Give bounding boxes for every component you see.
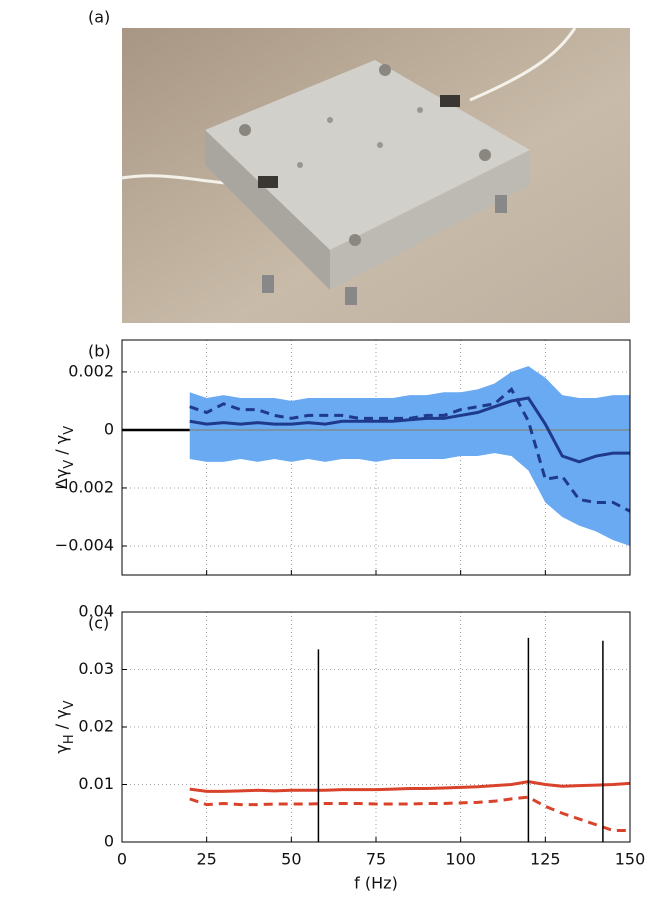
y-tick-label: 0.01 xyxy=(78,774,114,793)
y-axis-label: γH / γV xyxy=(52,700,78,753)
x-tick-label: 125 xyxy=(530,850,561,869)
x-tick-label: 25 xyxy=(196,850,216,869)
y-axis-label: ΔγV / γV xyxy=(52,426,78,489)
y-tick-label: 0 xyxy=(104,419,114,438)
photo xyxy=(121,27,630,323)
plot-frame xyxy=(121,339,631,576)
x-tick-label: 75 xyxy=(366,850,386,869)
y-axis-label-part: H xyxy=(62,734,77,744)
x-tick-label: 50 xyxy=(281,850,301,869)
plot-content xyxy=(189,637,630,842)
y-tick-label: −0.002 xyxy=(55,477,114,496)
y-tick-label: −0.004 xyxy=(55,535,114,554)
y-axis-label-part: V xyxy=(62,460,77,469)
y-axis-label-part: / γ xyxy=(52,709,71,734)
plot-frame xyxy=(121,611,631,843)
panel-label: (a) xyxy=(88,8,110,27)
y-axis-label-part: V xyxy=(62,426,77,435)
y-tick-label: 0.002 xyxy=(68,361,114,380)
x-tick-label: 100 xyxy=(445,850,476,869)
line xyxy=(189,386,630,513)
y-tick-label: 0.03 xyxy=(78,659,114,678)
y-tick-label: 0 xyxy=(104,832,114,851)
y-tick-label: 0.02 xyxy=(78,717,114,736)
x-tick-label: 150 xyxy=(615,850,646,869)
y-axis-label-part: Δγ xyxy=(52,469,71,489)
y-tick-label: 0.04 xyxy=(78,602,114,621)
y-axis-label-part: V xyxy=(62,700,77,709)
x-tick-label: 0 xyxy=(117,850,127,869)
panel-label: (c) xyxy=(88,614,109,633)
x-axis-label: f (Hz) xyxy=(354,874,398,893)
y-axis-label-part: / γ xyxy=(52,435,71,460)
line xyxy=(189,780,630,793)
plot-content xyxy=(122,366,630,546)
panel-label: (b) xyxy=(88,342,111,361)
band xyxy=(189,366,630,546)
y-axis-label-part: γ xyxy=(52,744,71,753)
